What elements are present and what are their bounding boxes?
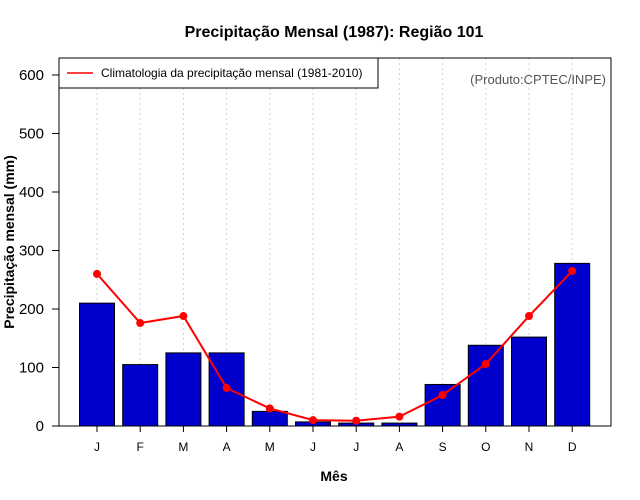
climatology-series	[93, 266, 577, 425]
x-axis-title: Mês	[320, 468, 347, 484]
legend-box	[58, 57, 379, 89]
bar-1	[79, 302, 115, 427]
bar-9	[424, 383, 461, 427]
climatology-point-2	[136, 319, 145, 328]
legend-label: Climatologia da precipitação mensal (198…	[101, 66, 362, 80]
y-tick-label-100: 100	[19, 360, 44, 377]
chart-title: Precipitação Mensal (1987): Região 101	[185, 24, 484, 41]
y-tick-label-300: 300	[19, 243, 44, 260]
y-tick-label-400: 400	[19, 184, 44, 201]
climatology-point-6	[309, 416, 317, 425]
x-tick-label-8: A	[395, 440, 403, 454]
bar-12	[554, 262, 591, 427]
x-tick-label-6: J	[310, 440, 316, 454]
x-tick-label-1: J	[94, 440, 100, 454]
climatology-point-11	[525, 312, 533, 321]
x-tick-label-3: M	[178, 440, 188, 454]
y-tick-label-200: 200	[19, 301, 44, 318]
bar-11	[511, 336, 547, 427]
bar-3	[165, 352, 202, 427]
climatology-point-3	[179, 312, 188, 321]
bar-2	[122, 364, 159, 427]
climatology-point-9	[438, 390, 447, 399]
y-tick-label-500: 500	[19, 126, 44, 143]
x-tick-label-11: N	[525, 440, 534, 454]
x-tick-label-2: F	[137, 440, 144, 454]
x-tick-label-9: S	[439, 440, 447, 454]
y-axis: 0 100 200 300 400 500 600	[19, 67, 59, 435]
x-tick-label-4: A	[223, 440, 231, 454]
x-tick-label-10: O	[481, 440, 490, 454]
bar-10	[467, 344, 504, 427]
legend: Climatologia da precipitação mensal (198…	[58, 57, 379, 89]
y-tick-label-600: 600	[19, 67, 44, 84]
climatology-point-8	[395, 412, 404, 421]
credit-text: (Produto:CPTEC/INPE)	[470, 72, 606, 87]
x-tick-label-5: M	[265, 440, 275, 454]
climatology-line	[96, 270, 573, 422]
climatology-point-7	[352, 416, 361, 425]
climatology-point-4	[222, 383, 231, 392]
x-tick-label-7: J	[353, 440, 359, 454]
bars	[79, 262, 591, 427]
x-tick-label-12: D	[568, 440, 577, 454]
y-axis-title: Precipitação mensal (mm)	[1, 155, 17, 329]
climatology-point-5	[265, 404, 274, 413]
y-tick-label-0: 0	[36, 418, 44, 435]
bar-5	[251, 410, 288, 427]
climatology-point-10	[481, 359, 490, 368]
climatology-point-12	[568, 266, 577, 275]
climatology-point-1	[93, 269, 101, 278]
